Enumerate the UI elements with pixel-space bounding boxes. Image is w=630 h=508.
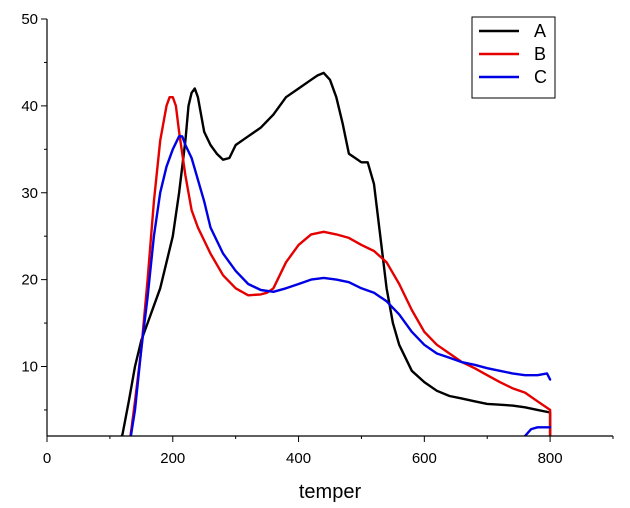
x-tick-label: 800	[538, 450, 563, 467]
series-line-c	[129, 135, 552, 436]
y-tick-label: 10	[21, 359, 38, 376]
series-line-c-tail	[523, 426, 552, 436]
x-tick-label: 400	[286, 450, 311, 467]
x-axis-title: temper	[299, 481, 362, 503]
legend-label-b: B	[534, 44, 546, 64]
ticks: 0 200 400 600 800 10 20 30 40 50	[21, 11, 614, 467]
y-tick-label: 30	[21, 185, 38, 202]
legend-label-a: A	[534, 21, 546, 41]
x-tick-label: 600	[412, 450, 437, 467]
series-line-a	[120, 71, 552, 436]
series-layer	[120, 71, 552, 436]
x-tick-label: 200	[160, 450, 185, 467]
y-tick-label: 20	[21, 272, 38, 289]
y-tick-label: 50	[21, 11, 38, 28]
series-line-b	[129, 96, 552, 436]
x-tick-label: 0	[43, 450, 51, 467]
legend-label-c: C	[534, 67, 547, 87]
legend: ABC	[471, 16, 556, 99]
y-tick-label: 40	[21, 98, 38, 115]
